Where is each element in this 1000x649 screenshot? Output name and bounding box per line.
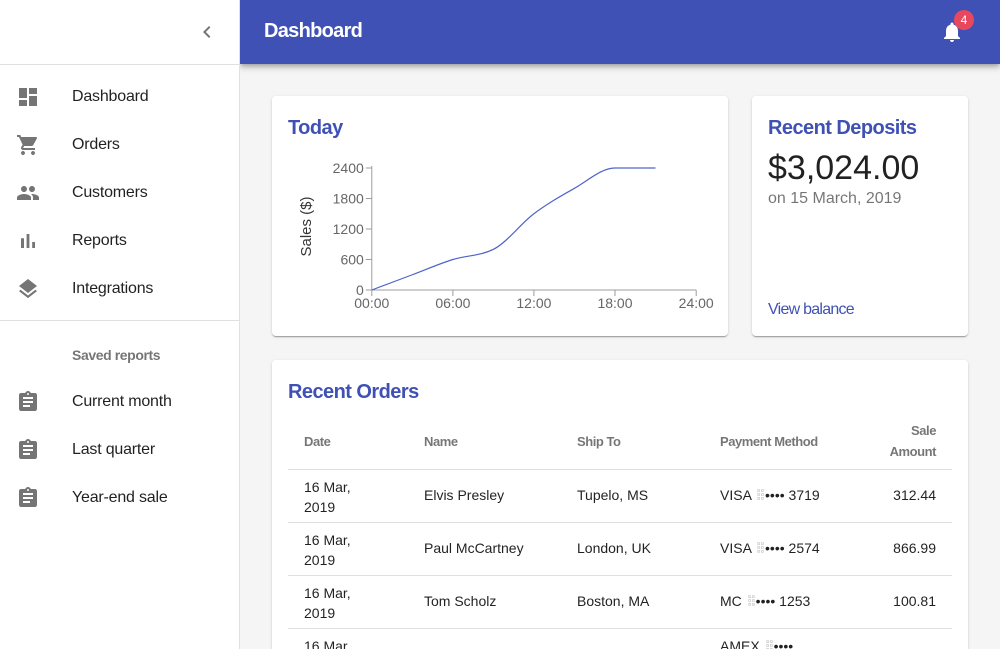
svg-text:0: 0 — [356, 282, 364, 298]
svg-text:1800: 1800 — [333, 191, 364, 207]
svg-text:600: 600 — [340, 252, 364, 268]
svg-text:1200: 1200 — [333, 221, 364, 237]
svg-text:00:00: 00:00 — [354, 295, 389, 311]
svg-text:Sales ($): Sales ($) — [298, 196, 315, 256]
svg-text:24:00: 24:00 — [679, 295, 714, 311]
svg-text:06:00: 06:00 — [435, 295, 470, 311]
svg-text:12:00: 12:00 — [516, 295, 551, 311]
svg-text:2400: 2400 — [333, 160, 364, 176]
svg-text:18:00: 18:00 — [597, 295, 632, 311]
